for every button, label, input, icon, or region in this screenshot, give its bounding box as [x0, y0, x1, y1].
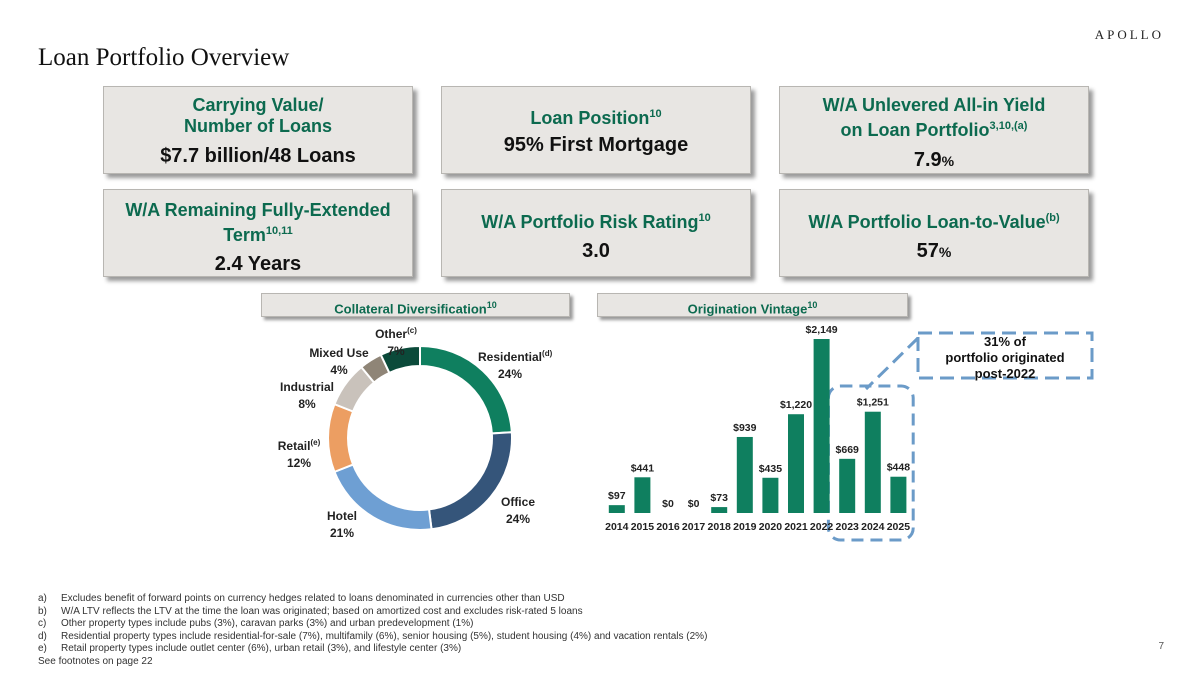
carrying-value-value: $7.7 billion/48 Loans	[160, 145, 356, 167]
callout-box	[916, 331, 1094, 380]
term-box: W/A Remaining Fully-Extended Term10,11 2…	[103, 189, 413, 277]
apollo-logo: APOLLO	[1094, 27, 1164, 42]
bar-value-label-2016: $0	[662, 498, 674, 510]
callout-connector	[864, 336, 920, 391]
carrying-value-box: Carrying Value/ Number of Loans $7.7 bil…	[103, 86, 413, 174]
pie-label-mixed-use: Mixed Use 4%	[309, 346, 369, 377]
see-footnotes: See footnotes on page 22	[38, 655, 153, 667]
page-title: Loan Portfolio Overview	[38, 44, 290, 71]
bar-2020	[762, 477, 779, 513]
x-tick-2014: 2014	[605, 521, 629, 533]
bar-value-label-2024: $1,251	[857, 397, 889, 409]
ltv-box: W/A Portfolio Loan-to-Value(b) 57%	[779, 189, 1089, 277]
bar-2023	[839, 458, 856, 513]
pie-label-retail: Retail(e) 12%	[277, 438, 321, 470]
bar-value-label-2022: $2,149	[806, 324, 838, 336]
bar-2015	[634, 477, 651, 513]
carrying-value-label-1: Carrying Value/	[192, 95, 324, 115]
term-label-2: Term10,11	[223, 225, 293, 245]
footnote-d: d) Residential property types include res…	[38, 630, 708, 642]
bar-2024	[864, 411, 881, 513]
footnote-b: b) W/A LTV reflects the LTV at the time t…	[38, 605, 583, 617]
footnotes: a) Excludes benefit of forward points on …	[38, 593, 707, 669]
bar-value-label-2018: $73	[710, 492, 728, 504]
yield-label-1: W/A Unlevered All-in Yield	[822, 95, 1046, 115]
bar-2021	[788, 414, 804, 513]
loan-position-label: Loan Position10	[530, 108, 662, 128]
collateral-header: Collateral Diversification10	[261, 293, 570, 317]
x-tick-2015: 2015	[631, 521, 655, 533]
pie-label-other: Other(c) 7%	[375, 326, 417, 358]
pie-label-hotel: Hotel 21%	[327, 509, 357, 540]
pie-label-residential: Residential(d) 24%	[478, 349, 553, 381]
bar-value-label-2023: $669	[836, 444, 860, 456]
bar-value-label-2015: $441	[631, 462, 655, 474]
footnote-e: e) Retail property types include outlet c…	[38, 643, 462, 655]
x-tick-2020: 2020	[759, 521, 783, 533]
bar-2019	[736, 436, 753, 513]
collateral-donut-chart	[327, 344, 513, 531]
x-tick-2017: 2017	[682, 521, 706, 533]
x-tick-2021: 2021	[784, 521, 808, 533]
bar-2014	[608, 505, 625, 513]
x-tick-2016: 2016	[656, 521, 680, 533]
ltv-label: W/A Portfolio Loan-to-Value(b)	[808, 212, 1060, 232]
risk-rating-box: W/A Portfolio Risk Rating10 3.0	[441, 189, 751, 277]
x-tick-2025: 2025	[887, 521, 911, 533]
donut-slice-retail	[327, 402, 355, 474]
bar-2025	[890, 476, 907, 513]
yield-value: 7.9%	[913, 149, 955, 171]
bar-value-label-2019: $939	[733, 422, 757, 434]
ltv-value: 57%	[916, 240, 952, 262]
x-tick-2022: 2022	[810, 521, 834, 533]
footnote-a: a) Excludes benefit of forward points on …	[38, 593, 565, 604]
page-number: 7	[1158, 641, 1164, 652]
donut-slice-other	[379, 344, 421, 375]
term-value: 2.4 Years	[214, 253, 302, 275]
term-label-1: W/A Remaining Fully-Extended	[125, 200, 391, 220]
bar-value-label-2014: $97	[608, 490, 626, 502]
x-tick-2024: 2024	[861, 521, 885, 533]
x-tick-2018: 2018	[708, 521, 732, 533]
origination-vintage-chart: $97 2014 $441 2015 $0 2016 $0 2017 $73 2018 $939 20…	[605, 324, 915, 542]
carrying-value-label-2: Number of Loans	[183, 116, 332, 136]
bar-value-label-2021: $1,220	[780, 399, 812, 411]
loan-position-value: 95% First Mortgage	[503, 134, 689, 156]
x-tick-2019: 2019	[733, 521, 757, 533]
yield-label-2: on Loan Portfolio3,10,(a)	[840, 120, 1028, 140]
bar-2022	[813, 339, 830, 513]
pie-label-office: Office 24%	[500, 495, 535, 526]
risk-rating-label: W/A Portfolio Risk Rating10	[481, 212, 711, 232]
bar-value-label-2017: $0	[688, 498, 700, 510]
vintage-header: Origination Vintage10	[597, 293, 908, 317]
bar-2018	[711, 507, 728, 513]
pie-label-industrial: Industrial 8%	[279, 380, 334, 411]
yield-box: W/A Unlevered All-in Yield on Loan Portf…	[779, 86, 1089, 174]
bar-value-label-2020: $435	[759, 463, 783, 475]
callout-text: 31% of portfolio originated post-2022	[945, 334, 1065, 381]
risk-rating-value: 3.0	[582, 240, 610, 262]
bar-value-label-2025: $448	[887, 462, 911, 474]
loan-position-box: Loan Position10 95% First Mortgage	[441, 86, 751, 174]
footnote-c: c) Other property types include pubs (3%)…	[38, 618, 474, 630]
x-tick-2023: 2023	[836, 521, 860, 533]
callout-frame	[864, 331, 1094, 391]
